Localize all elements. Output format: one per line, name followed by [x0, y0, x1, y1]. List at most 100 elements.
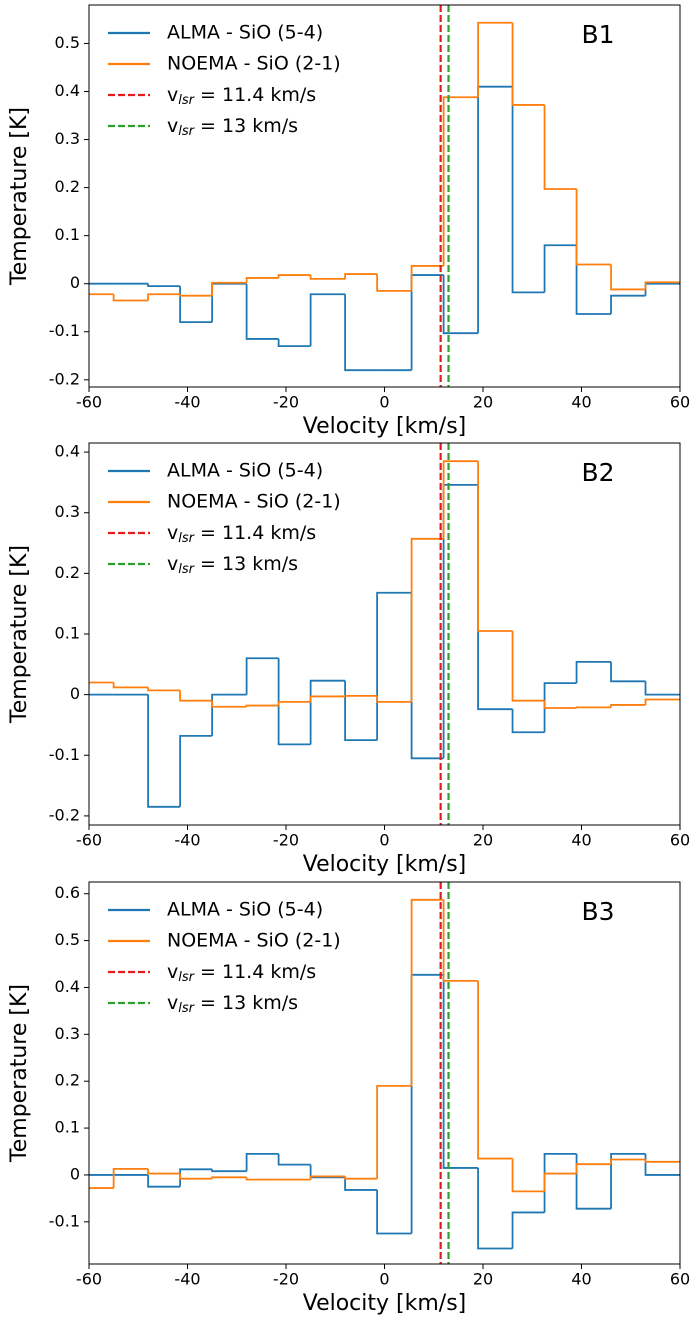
- step-segment: [644, 1153, 680, 1176]
- step-segment: [147, 694, 181, 808]
- x-tick-label: -40: [174, 831, 200, 850]
- step-segment: [511, 1158, 545, 1193]
- y-tick-label: 0.4: [55, 81, 80, 100]
- step-segment: [511, 22, 545, 106]
- step-segment: [376, 695, 412, 703]
- x-tick-label: -20: [273, 831, 299, 850]
- legend-label: vlsr = 11.4 km/s: [167, 961, 316, 985]
- x-tick-label: 0: [379, 1270, 389, 1289]
- step-segment: [179, 734, 213, 807]
- step-segment: [245, 1152, 279, 1172]
- x-tick-label: 20: [473, 1270, 493, 1289]
- x-tick-label: -40: [174, 393, 200, 412]
- legend-text: v: [167, 992, 178, 1014]
- y-tick-label: 0: [70, 273, 80, 292]
- step-segment: [477, 484, 513, 711]
- step-segment: [179, 690, 213, 702]
- x-tick-label: -60: [76, 831, 102, 850]
- step-segment: [644, 1159, 680, 1163]
- x-tick-label: 0: [379, 831, 389, 850]
- step-segment: [344, 694, 378, 697]
- legend-text: v: [167, 961, 178, 983]
- step-segment: [543, 244, 577, 293]
- step-segment: [442, 899, 479, 982]
- y-tick-label: -0.1: [49, 321, 80, 340]
- step-segment: [112, 294, 149, 302]
- step-segment: [309, 679, 346, 745]
- y-tick-label: -0.2: [49, 805, 80, 824]
- x-tick-label: -20: [273, 1270, 299, 1289]
- step-segment: [309, 293, 346, 347]
- step-segment: [211, 281, 247, 296]
- step-segment: [211, 1169, 247, 1173]
- step-segment: [211, 693, 247, 736]
- x-tick-label: 60: [670, 1270, 690, 1289]
- step-segment: [277, 658, 311, 746]
- step-segment: [179, 294, 213, 297]
- step-segment: [277, 701, 311, 706]
- legend-label: NOEMA - SiO (2-1): [167, 53, 341, 75]
- legend-text: = 13 km/s: [194, 115, 298, 137]
- step-segment: [147, 283, 181, 287]
- panel-label: B3: [581, 897, 614, 926]
- step-segment: [344, 294, 378, 372]
- step-segment: [344, 680, 378, 742]
- plot-area: [89, 5, 680, 387]
- legend-subscript: lsr: [178, 562, 195, 577]
- legend-text: = 13 km/s: [194, 992, 298, 1014]
- step-segment: [644, 698, 680, 705]
- x-tick-label: -60: [76, 393, 102, 412]
- panel-label: B1: [581, 20, 614, 49]
- step-segment: [477, 85, 513, 334]
- plot-area: [89, 443, 680, 825]
- step-segment: [442, 460, 479, 539]
- legend-text: = 13 km/s: [194, 553, 298, 575]
- y-tick-label: -0.2: [49, 369, 80, 388]
- step-segment: [410, 537, 444, 702]
- y-tick-label: 0.2: [55, 563, 80, 582]
- x-tick-label: 40: [571, 831, 591, 850]
- step-segment: [575, 706, 612, 709]
- y-tick-label: 0.6: [55, 883, 80, 902]
- x-axis-label: Velocity [km/s]: [303, 852, 467, 877]
- step-segment: [376, 274, 412, 292]
- step-segment: [442, 974, 479, 1169]
- step-segment: [344, 1177, 378, 1191]
- step-segment: [179, 1168, 213, 1187]
- step-segment: [376, 1189, 412, 1235]
- x-tick-label: 40: [571, 1270, 591, 1289]
- step-segment: [575, 1153, 612, 1210]
- plot-frame: [88, 442, 681, 826]
- y-tick-label: 0.1: [55, 225, 80, 244]
- step-segment: [309, 695, 346, 702]
- x-tick-label: -40: [174, 1270, 200, 1289]
- legend-label: ALMA - SiO (5-4): [167, 899, 323, 921]
- step-segment: [610, 1158, 646, 1165]
- x-axis-label: Velocity [km/s]: [303, 414, 467, 439]
- step-segment: [211, 1176, 247, 1179]
- y-tick-label: 0.3: [55, 1024, 80, 1043]
- y-tick-label: 0.1: [55, 1118, 80, 1137]
- step-segment: [511, 709, 545, 734]
- step-segment: [644, 281, 680, 290]
- y-tick-label: -0.1: [49, 1211, 80, 1230]
- y-tick-label: 0: [70, 684, 80, 703]
- step-segment: [610, 1152, 646, 1209]
- step-segment: [575, 189, 612, 266]
- legend-label: vlsr = 13 km/s: [167, 553, 298, 577]
- legend-label: vlsr = 11.4 km/s: [167, 84, 316, 108]
- legend-subscript: lsr: [178, 93, 195, 108]
- legend-text: v: [167, 522, 178, 544]
- plot-frame: [88, 881, 681, 1265]
- panel: -0.2 -0.1 0 0.1 0.2 0.3 0.4 0.5 -60 -40 -20 0 20 40 60…: [7, 4, 690, 439]
- step-segment: [575, 660, 612, 684]
- step-segment: [376, 1084, 412, 1179]
- step-segment: [309, 1175, 346, 1180]
- y-tick-label: 0.4: [55, 977, 80, 996]
- step-segment: [543, 1152, 577, 1213]
- legend-label: NOEMA - SiO (2-1): [167, 930, 341, 952]
- legend-label: ALMA - SiO (5-4): [167, 22, 323, 44]
- panel: -0.2 -0.1 0 0.1 0.2 0.3 0.4 -60 -40 -20 0 20 40 60 Vel…: [7, 442, 690, 877]
- legend-label: vlsr = 11.4 km/s: [167, 522, 316, 546]
- step-segment: [543, 700, 577, 709]
